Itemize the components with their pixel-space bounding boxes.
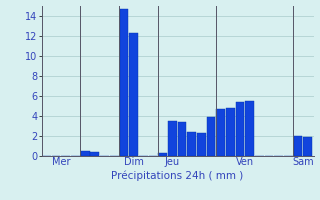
Bar (178, 122, 186, 156)
Bar (158, 153, 167, 156)
Bar (81, 151, 90, 156)
Bar (303, 137, 312, 156)
Bar (245, 101, 254, 156)
Bar (294, 136, 302, 156)
Bar (129, 33, 138, 156)
Bar (216, 109, 225, 156)
Bar (91, 152, 99, 156)
Bar (187, 132, 196, 156)
X-axis label: Précipitations 24h ( mm ): Précipitations 24h ( mm ) (111, 170, 244, 181)
Bar (207, 117, 215, 156)
Bar (236, 102, 244, 156)
Bar (168, 121, 177, 156)
Bar (197, 133, 206, 156)
Bar (120, 9, 128, 156)
Bar (226, 108, 235, 156)
